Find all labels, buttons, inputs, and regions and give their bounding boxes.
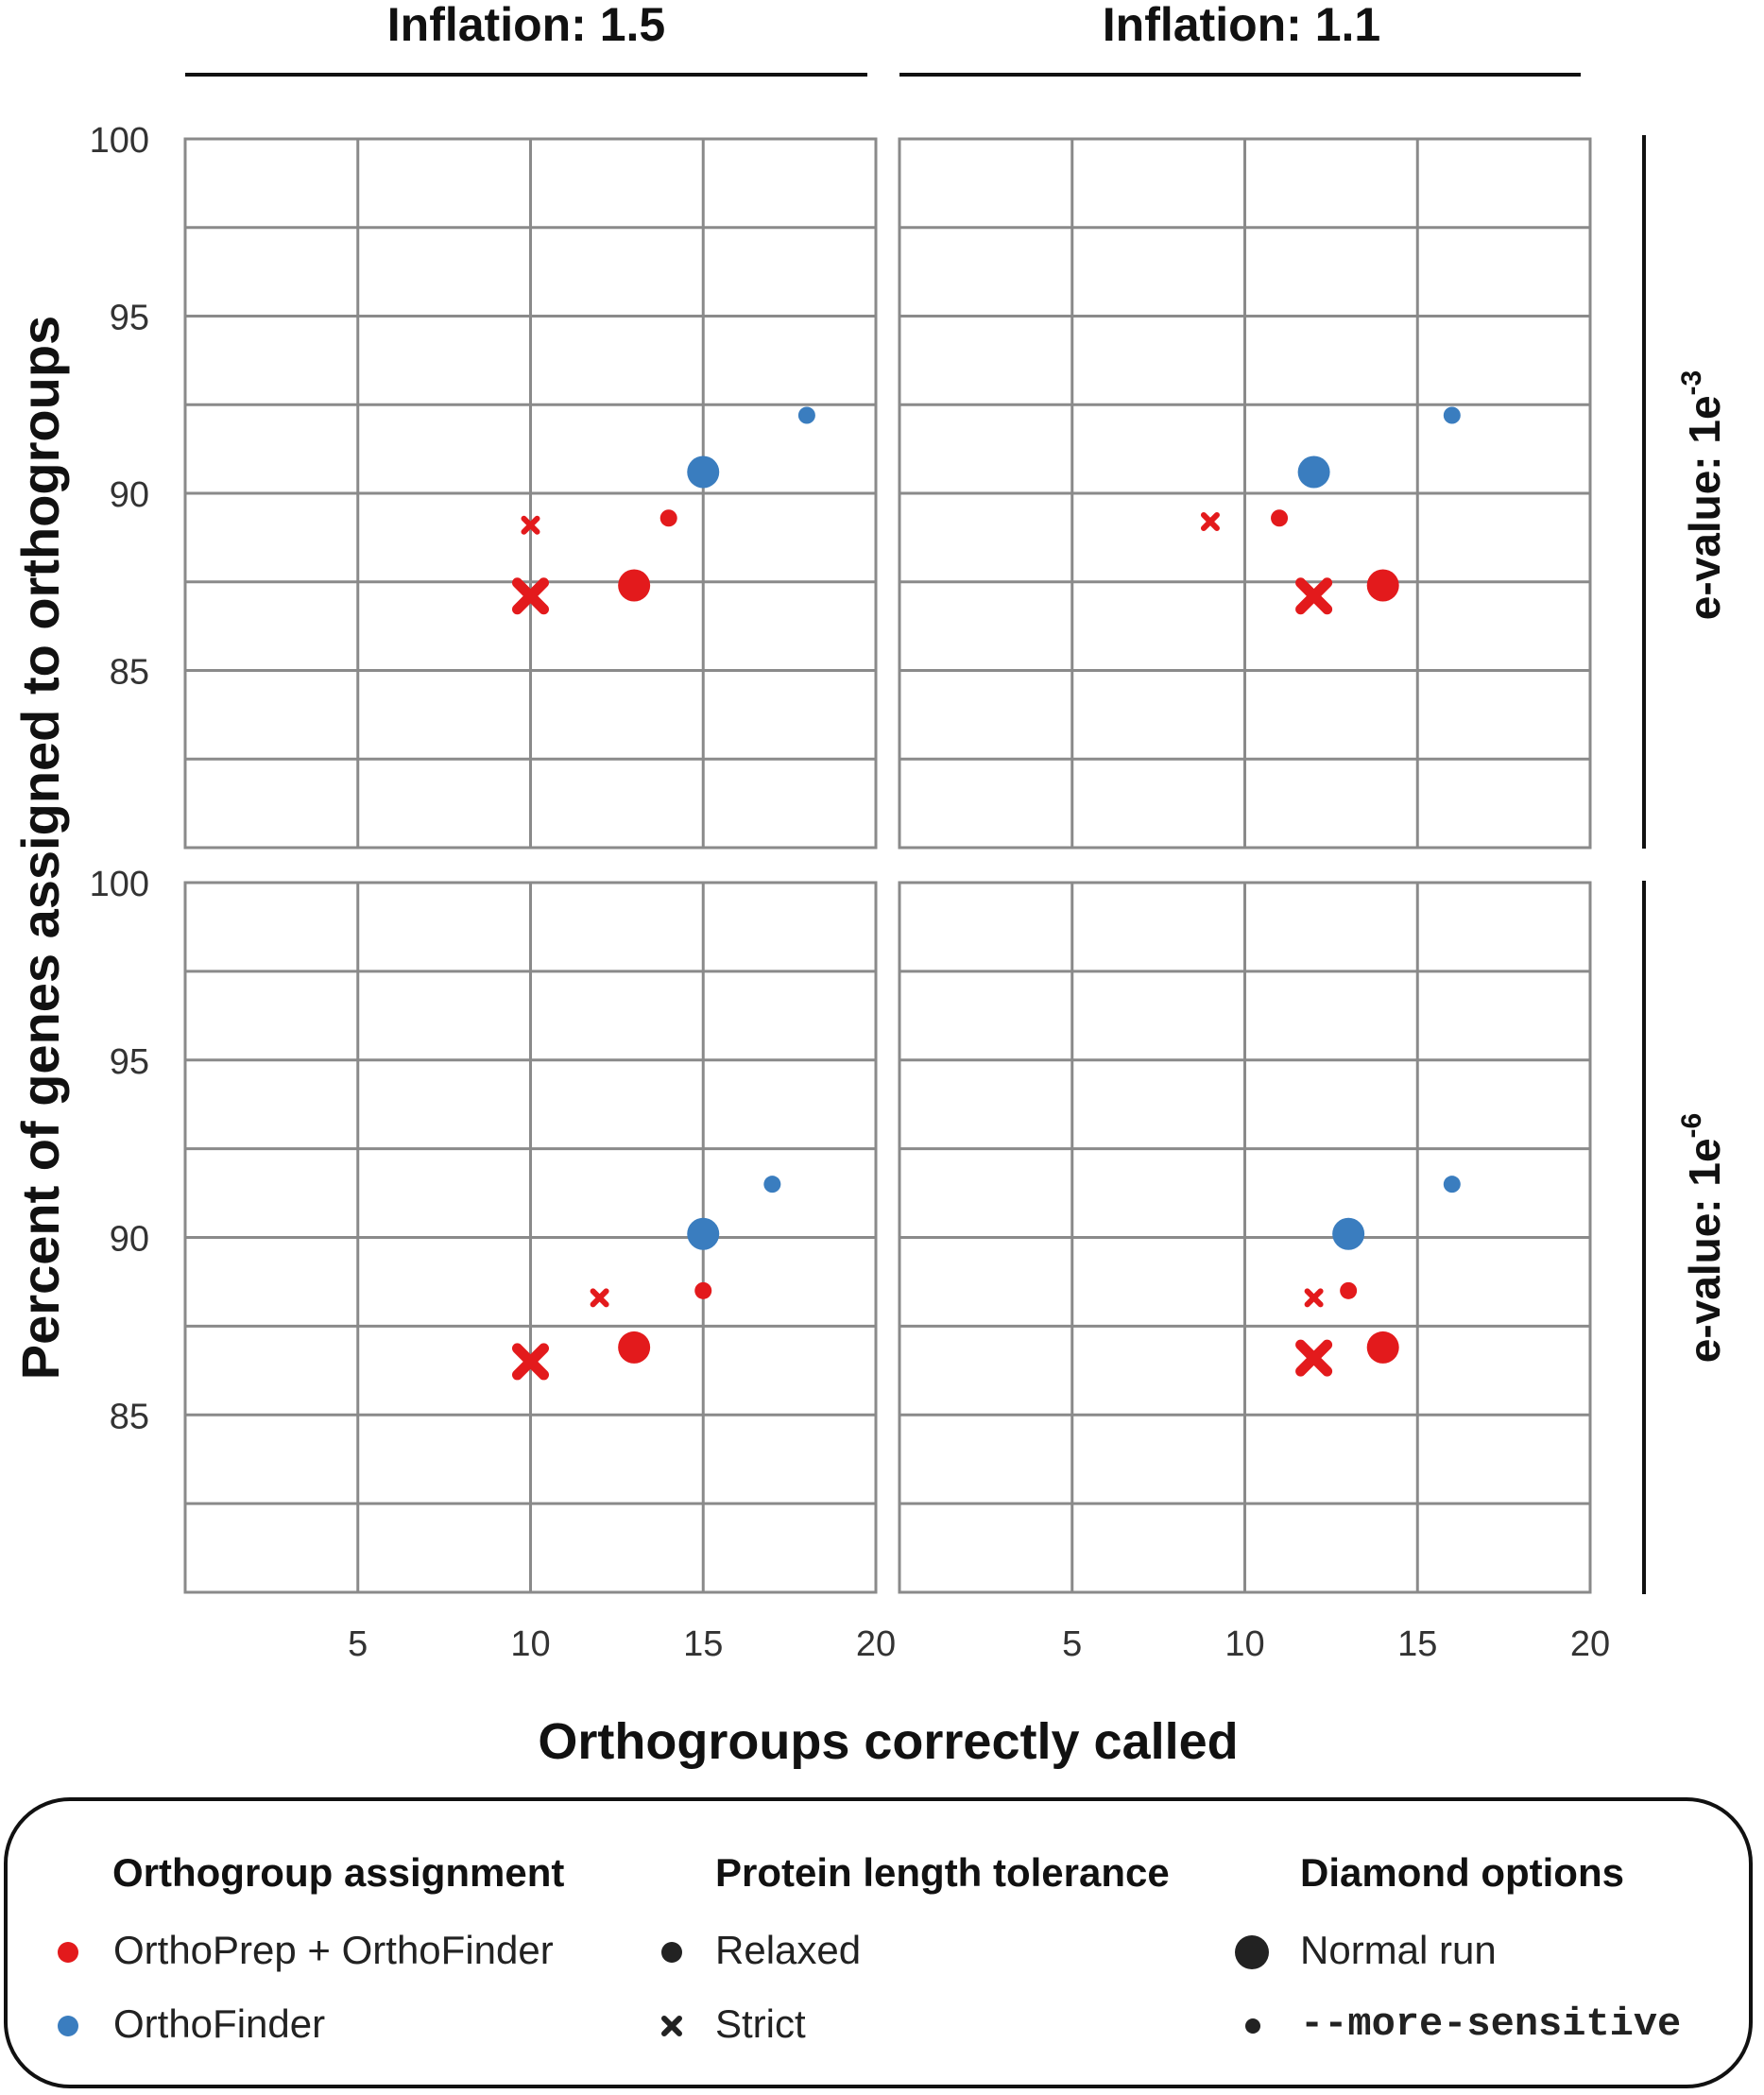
x-tick-label: 10 xyxy=(1225,1624,1264,1664)
row-facet-title: e-value: 1e-6 xyxy=(1676,1113,1729,1363)
row-facet-exponent: -6 xyxy=(1676,1113,1707,1139)
x-tick-label: 15 xyxy=(1397,1624,1437,1664)
facet-panel: 85 90 95 100 5 10 15 20 xyxy=(90,865,897,1664)
data-point-circle xyxy=(687,1217,720,1250)
data-point-circle xyxy=(763,1176,781,1193)
data-point-cross xyxy=(1200,512,1220,531)
row-facet-title: e-value: 1e-3 xyxy=(1676,370,1729,620)
y-tick-label: 90 xyxy=(110,1220,149,1260)
x-axis-label: Orthogroups correctly called xyxy=(538,1713,1238,1770)
legend-item-orthofinder: OrthoFinder xyxy=(113,2001,326,2046)
x-tick-label: 10 xyxy=(510,1624,550,1664)
y-tick-label: 95 xyxy=(110,299,149,338)
data-point-circle xyxy=(618,569,651,602)
data-point-cross xyxy=(512,577,549,615)
legend-marker-red-dot xyxy=(58,1942,78,1963)
y-tick-label: 90 xyxy=(110,475,149,515)
data-point-circle xyxy=(1297,455,1330,489)
legend-marker-blue-dot xyxy=(58,2016,78,2036)
y-tick-label: 85 xyxy=(110,653,149,693)
data-point-circle xyxy=(618,1331,651,1364)
data-point-circle xyxy=(1366,1331,1399,1364)
x-tick-label: 15 xyxy=(683,1624,723,1664)
data-point-cross xyxy=(590,1288,609,1308)
legend-item-more-sensitive: --more-sensitive xyxy=(1300,2001,1682,2047)
legend-item-strict: Strict xyxy=(715,2001,806,2046)
legend-title-tolerance: Protein length tolerance xyxy=(715,1850,1170,1895)
data-point-cross xyxy=(1295,577,1333,615)
facet-panel xyxy=(898,137,1592,850)
large-dot-icon xyxy=(1235,1935,1269,1969)
y-tick-label: 95 xyxy=(110,1042,149,1082)
x-tick-label: 20 xyxy=(1570,1624,1610,1664)
data-point-circle xyxy=(694,1281,712,1299)
column-facet-title: Inflation: 1.1 xyxy=(1103,0,1380,51)
data-point-cross xyxy=(1295,1339,1333,1377)
legend-item-orthoprep: OrthoPrep + OrthoFinder xyxy=(113,1928,554,1972)
data-point-circle xyxy=(659,509,677,527)
data-point-cross xyxy=(512,1343,549,1381)
y-tick-label: 100 xyxy=(90,865,149,904)
x-tick-label: 5 xyxy=(348,1624,368,1664)
panel-border xyxy=(183,137,878,850)
legend: Orthogroup assignment OrthoPrep + OrthoF… xyxy=(4,1797,1753,2088)
row-facet-label: e-value: 1e xyxy=(1680,395,1729,620)
panel-border xyxy=(898,137,1592,850)
legend-item-relaxed: Relaxed xyxy=(715,1928,862,1972)
column-facet-title: Inflation: 1.5 xyxy=(387,0,665,51)
cross-icon xyxy=(661,2016,682,2036)
data-point-circle xyxy=(1332,1217,1365,1250)
y-tick-label: 85 xyxy=(110,1397,149,1436)
data-point-cross xyxy=(1304,1288,1324,1308)
panel-border xyxy=(898,881,1592,1594)
legend-item-normal-run: Normal run xyxy=(1300,1928,1497,1972)
legend-title-diamond: Diamond options xyxy=(1300,1850,1624,1895)
data-point-circle xyxy=(687,455,720,489)
x-tick-label: 5 xyxy=(1062,1624,1082,1664)
faceted-scatter-figure: 85 90 95 100 85 90 95 100 5 10 15 20 5 10 15 20 Inflati… xyxy=(10,0,1729,1770)
data-point-circle xyxy=(1443,1176,1461,1193)
small-dot-icon xyxy=(1245,2018,1260,2034)
facet-panel: 85 90 95 100 xyxy=(90,121,878,850)
circle-icon xyxy=(661,1942,682,1963)
legend-title-assignment: Orthogroup assignment xyxy=(112,1850,565,1895)
row-facet-label: e-value: 1e xyxy=(1680,1138,1729,1363)
data-point-circle xyxy=(1443,406,1461,424)
data-point-cross xyxy=(521,515,540,535)
row-facet-exponent: -3 xyxy=(1676,370,1707,396)
data-point-circle xyxy=(1271,509,1289,527)
x-tick-label: 20 xyxy=(856,1624,896,1664)
panel-border xyxy=(183,881,878,1594)
data-point-circle xyxy=(797,406,815,424)
y-axis-label: Percent of genes assigned to orthogroups xyxy=(10,316,70,1380)
data-point-circle xyxy=(1340,1281,1358,1299)
data-point-circle xyxy=(1366,569,1399,602)
panels-layer: 85 90 95 100 85 90 95 100 5 10 15 20 5 10 15 20 xyxy=(90,121,1611,1664)
y-tick-label: 100 xyxy=(90,121,149,161)
facet-panel: 5 10 15 20 xyxy=(898,881,1610,1664)
